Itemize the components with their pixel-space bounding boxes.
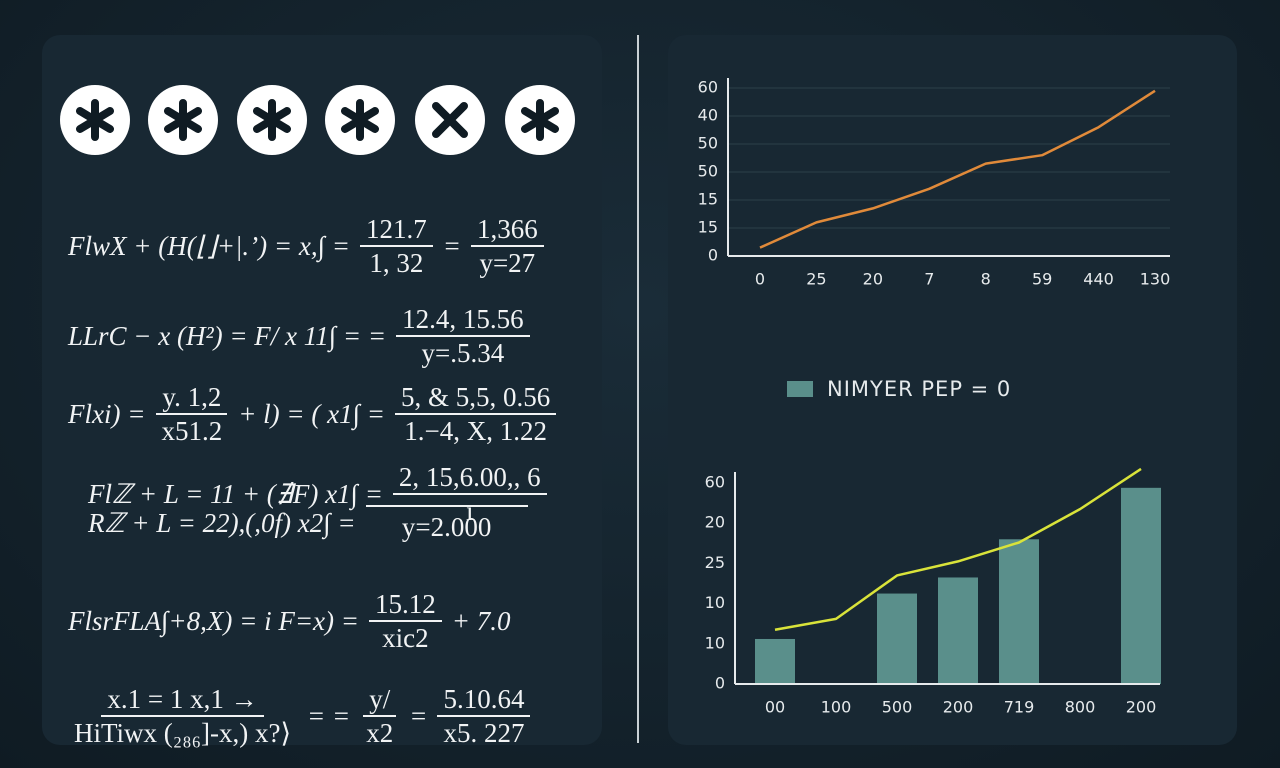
formula-text: Rℤ + L = 22),(,0f) x2∫ = — [88, 507, 356, 538]
fraction: 12.4, 15.56 y=.5.34 — [396, 305, 530, 368]
y-tick-label: 0 — [708, 246, 718, 265]
y-tick-label: 50 — [698, 134, 718, 153]
formula-text: + l) = ( x1∫ = — [238, 398, 385, 429]
denominator: x5. 227 — [443, 718, 525, 749]
x-tick-label: 100 — [821, 698, 852, 717]
glyph — [341, 99, 379, 141]
formula: LLrC − x (H²) = F/ x 11∫ = = 12.4, 15.56 y… — [68, 305, 530, 368]
fraction: 121.7 1, 32 — [359, 215, 433, 279]
numerator: 1,366 — [470, 215, 544, 248]
y-tick-label: 60 — [698, 78, 718, 97]
denominator: x51.2 — [161, 416, 223, 447]
y-tick-label: 20 — [705, 513, 725, 532]
line — [759, 89, 1156, 249]
line — [774, 467, 1142, 631]
fraction: 1,366 y=27 — [470, 215, 544, 279]
formula: Rℤ + L = 22),(,0f) x2∫ = y=2.000 — [88, 505, 528, 541]
fraction: y=2.000 — [365, 505, 528, 541]
divider — [637, 35, 639, 743]
denominator: x2 — [366, 718, 394, 749]
formula-text: Flxi) = — [68, 398, 146, 429]
x-tick-label: 719 — [1004, 698, 1035, 717]
icon-row — [60, 85, 575, 155]
x-tick-label: 0 — [755, 270, 765, 289]
x-tick-label: 800 — [1065, 698, 1096, 717]
numerator: 5.10.64 — [437, 685, 531, 718]
y-tick-label: 15 — [698, 218, 718, 237]
x-tick-label: 20 — [863, 270, 883, 289]
glyph — [432, 102, 468, 138]
x-tick-label: 200 — [943, 698, 974, 717]
y-tick-label: 50 — [698, 162, 718, 181]
bar — [877, 593, 917, 684]
bar — [1121, 487, 1161, 684]
legend-swatch — [787, 381, 813, 397]
fraction: y. 1,2 x51.2 — [155, 383, 228, 446]
denominator: xic2 — [382, 623, 429, 654]
legend-label: NIMYER PEP = 0 — [827, 377, 1011, 401]
fraction: x.1 = 1 x,1 → HiTiwx (₂₈₆]-x,) x?⟩ — [68, 685, 297, 748]
formula: x.1 = 1 x,1 → HiTiwx (₂₈₆]-x,) x?⟩ = = y/x2… — [68, 685, 531, 749]
x-tick-label: 00 — [765, 698, 785, 717]
x-tick-label: 8 — [981, 270, 991, 289]
formula-text: + 7.0 — [451, 605, 511, 636]
x-tick-label: 500 — [882, 698, 913, 717]
y-tick-label: 25 — [705, 553, 725, 572]
numerator: 5, & 5,5, 0.56 — [394, 383, 557, 416]
glyph — [164, 99, 202, 141]
x-tick-label: 200 — [1126, 698, 1157, 717]
bar — [755, 638, 795, 684]
denominator: HiTiwx (₂₈₆]-x,) x?⟩ — [74, 718, 292, 749]
numerator: y/ — [363, 685, 397, 718]
formula: FlwX + (H(⌊⌋+|.’) = x,∫ = 121.7 1, 32 = 1,36… — [68, 215, 544, 278]
denominator: y=.5.34 — [421, 338, 505, 369]
bar — [938, 577, 978, 684]
denominator: 1.−4, X, 1.22 — [404, 416, 547, 447]
numerator: 12.4, 15.56 — [396, 305, 530, 338]
fraction: 5, & 5,5, 0.56 1.−4, X, 1.22 — [394, 383, 557, 447]
fraction: y/x2 — [360, 685, 399, 748]
y-tick-label: 10 — [705, 593, 725, 612]
formula-text: LLrC − x (H²) = F/ x 11∫ = = — [68, 320, 387, 351]
numerator: 121.7 — [359, 215, 433, 248]
numerator: 15.12 — [369, 590, 442, 623]
glyph — [521, 99, 559, 141]
denominator: y=27 — [479, 248, 536, 279]
fraction: 15.12 xic2 — [369, 590, 442, 653]
fraction: 5.10.64 x5. 227 — [437, 685, 531, 749]
numerator: x.1 = 1 x,1 → — [101, 685, 264, 718]
formula: FlsrFLA∫+8,X) = i F=x) = 15.12 xic2 + 7.0 — [68, 590, 510, 653]
y-tick-label: 60 — [705, 473, 725, 492]
formula-text: FlsrFLA∫+8,X) = i F=x) = — [68, 605, 359, 636]
y-tick-label: 0 — [715, 674, 725, 693]
y-tick-label: 40 — [698, 106, 718, 125]
glyph — [76, 99, 114, 141]
formula-panel: FlwX + (H(⌊⌋+|.’) = x,∫ = 121.7 1, 32 = 1,36… — [42, 35, 602, 749]
icon-glyphs — [76, 99, 559, 141]
formula-text: Flℤ + L = 11 + (∄F) x1∫ = — [88, 478, 383, 509]
denominator: y=2.000 — [365, 505, 528, 541]
formula-text: = — [442, 230, 461, 261]
formula-text: = = — [307, 700, 351, 731]
bar — [999, 539, 1039, 684]
x-tick-label: 440 — [1083, 270, 1114, 289]
x-tick-label: 130 — [1140, 270, 1171, 289]
formula-text: FlwX + (H(⌊⌋+|.’) = x,∫ = — [68, 230, 350, 261]
numerator: 2, 15,6.00,, 6 — [392, 463, 547, 496]
y-tick-label: 15 — [698, 190, 718, 209]
x-tick-label: 59 — [1032, 270, 1052, 289]
y-tick-label: 10 — [705, 633, 725, 652]
formula-text: = — [409, 700, 428, 731]
denominator: ı — [466, 496, 474, 527]
denominator: 1, 32 — [369, 248, 424, 279]
x-tick-label: 7 — [924, 270, 934, 289]
numerator: y. 1,2 — [156, 383, 228, 416]
glyph — [253, 99, 291, 141]
x-tick-label: 25 — [806, 270, 826, 289]
formula: Flxi) = y. 1,2 x51.2 + l) = ( x1∫ = 5, & 5,5… — [68, 383, 557, 447]
